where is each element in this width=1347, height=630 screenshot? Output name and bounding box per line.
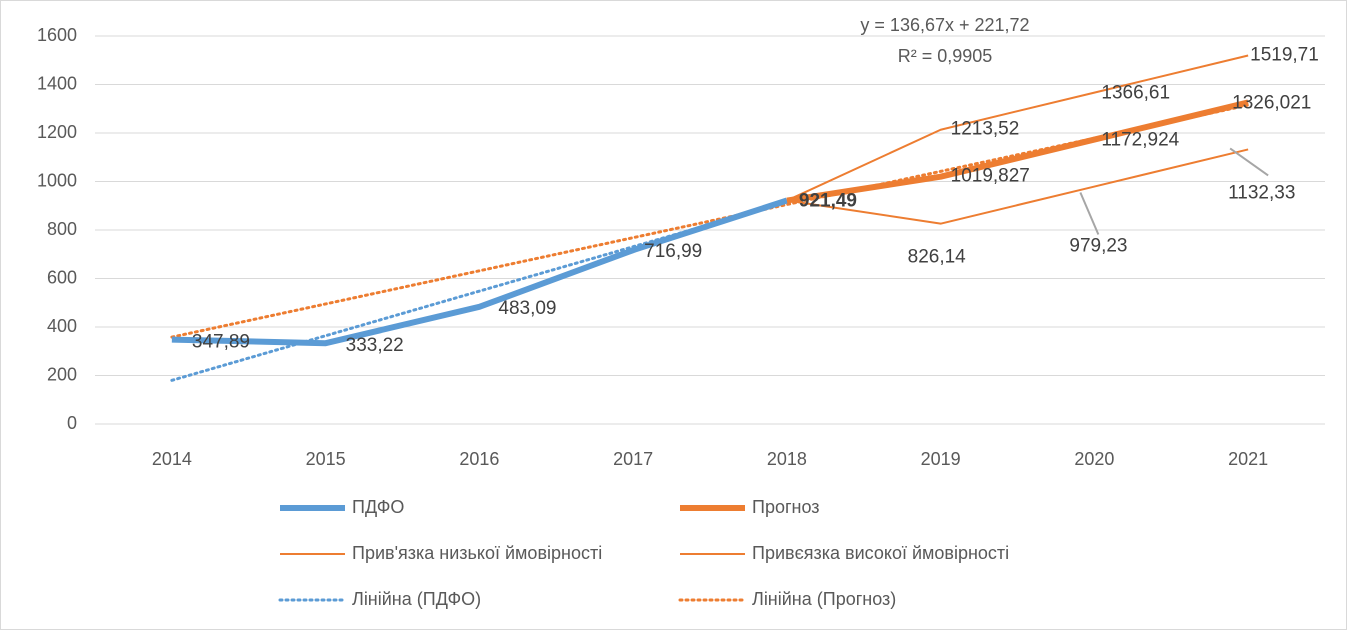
x-tick-label: 2019 [921,449,961,469]
data-label: 979,23 [1069,236,1127,257]
data-label: 921,49 [799,191,857,212]
data-label: 1132,33 [1228,182,1295,203]
x-tick-label: 2015 [306,449,346,469]
legend-label: Лінійна (Прогноз) [752,589,896,609]
y-tick-label: 1400 [37,73,77,93]
data-label: 483,09 [498,298,556,319]
legend-label: Прив'язка низької ймовірності [352,543,602,563]
x-tick-label: 2016 [459,449,499,469]
y-tick-label: 600 [47,267,77,287]
data-label: 333,22 [346,335,404,356]
leader-line [1229,147,1269,177]
x-tick-label: 2018 [767,449,807,469]
y-tick-label: 0 [67,413,77,433]
leader-line [1079,192,1100,235]
data-label: 1366,61 [1101,83,1170,104]
trend-equation: y = 136,67x + 221,72 [860,15,1029,35]
data-label: 826,14 [908,247,967,268]
data-label: 1519,71 [1250,44,1319,65]
y-tick-label: 1200 [37,122,77,142]
x-tick-label: 2014 [152,449,192,469]
legend-label: Прогноз [752,497,820,517]
trend-r2: R² = 0,9905 [898,46,993,66]
x-tick-label: 2021 [1228,449,1268,469]
y-tick-label: 400 [47,316,77,336]
legend-label: ПДФО [352,497,404,517]
y-tick-label: 800 [47,219,77,239]
series-line [786,148,1249,225]
series-line [786,54,1249,202]
data-label: 1019,827 [951,166,1030,187]
y-tick-label: 200 [47,364,77,384]
y-tick-label: 1000 [37,170,77,190]
y-tick-label: 1600 [37,25,77,45]
legend-label: Лінійна (ПДФО) [352,589,481,609]
legend-label: Привєязка високої ймовірності [752,543,1009,563]
data-label: 1172,924 [1101,130,1179,151]
data-label: 1213,52 [951,119,1020,140]
data-label: 1326,021 [1232,92,1311,113]
series-line [786,99,1249,204]
x-tick-label: 2017 [613,449,653,469]
data-label: 347,89 [192,332,250,353]
data-label: 716,99 [644,241,702,262]
x-tick-label: 2020 [1074,449,1114,469]
series-line [171,197,788,347]
